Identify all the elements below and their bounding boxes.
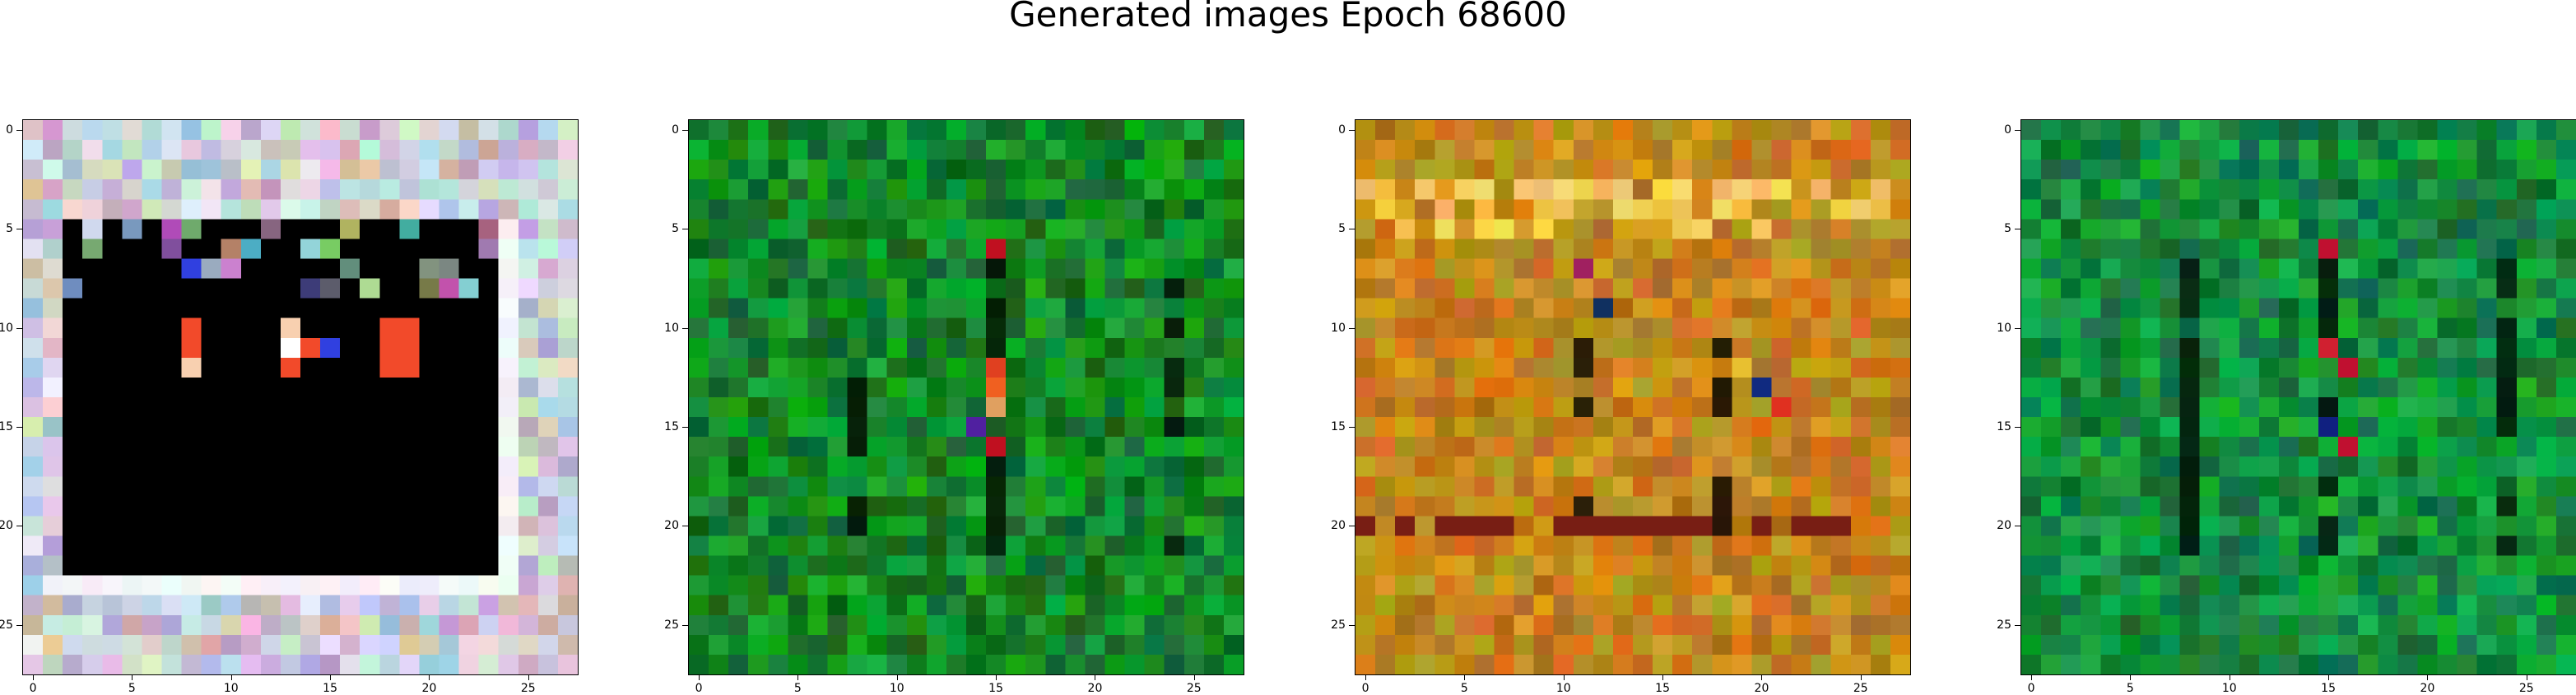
y-tick-mark <box>1349 624 1355 626</box>
y-tick-label: 10 <box>664 321 679 335</box>
x-tick-label: 10 <box>2221 682 2237 695</box>
x-tick-mark <box>528 674 529 680</box>
y-tick-mark <box>2015 427 2020 429</box>
x-tick-label: 25 <box>1853 682 1868 695</box>
x-tick-label: 15 <box>2321 682 2336 695</box>
y-tick-label: 25 <box>664 618 679 632</box>
generated-image-4 <box>2021 120 2576 674</box>
y-tick-label: 0 <box>1338 123 1346 137</box>
x-tick-label: 20 <box>1087 682 1103 695</box>
x-tick-mark <box>2031 674 2033 680</box>
x-tick-mark <box>1193 674 1195 680</box>
image-panel-2: 0 5 10 15 20 25 0 5 10 15 20 25 <box>664 119 1244 694</box>
x-tick-label: 10 <box>1555 682 1571 695</box>
y-tick-mark <box>16 427 22 429</box>
x-tick-mark <box>429 674 430 680</box>
x-tick-mark <box>1464 674 1466 680</box>
x-tick-mark <box>1662 674 1664 680</box>
x-tick-label: 5 <box>793 682 802 695</box>
y-tick-label: 5 <box>2004 222 2011 236</box>
y-tick-mark <box>1349 327 1355 329</box>
x-tick-label: 25 <box>520 682 536 695</box>
y-tick-mark <box>682 327 688 329</box>
x-tick-mark <box>996 674 997 680</box>
y-tick-label: 15 <box>1997 420 2011 434</box>
x-tick-mark <box>1860 674 1862 680</box>
x-tick-mark <box>699 674 700 680</box>
y-tick-label: 0 <box>2004 123 2011 137</box>
x-tick-mark <box>2328 674 2330 680</box>
x-tick-mark <box>132 674 133 680</box>
x-tick-mark <box>1563 674 1565 680</box>
x-tick-mark <box>896 674 898 680</box>
y-tick-label: 20 <box>664 519 679 533</box>
x-tick-mark <box>2130 674 2132 680</box>
image-panel-3: 0 5 10 15 20 25 0 5 10 15 20 25 <box>1331 119 1911 694</box>
y-tick-label: 20 <box>0 519 13 533</box>
y-tick-mark <box>2015 327 2020 329</box>
y-tick-label: 15 <box>664 420 679 434</box>
x-tick-label: 15 <box>1655 682 1670 695</box>
generated-image-3 <box>1355 120 1910 674</box>
y-tick-mark <box>16 130 22 132</box>
x-tick-label: 5 <box>128 682 136 695</box>
y-tick-label: 20 <box>1997 519 2011 533</box>
x-tick-label: 10 <box>889 682 904 695</box>
x-tick-mark <box>797 674 799 680</box>
y-tick-label: 5 <box>672 222 679 236</box>
generated-image-2 <box>689 120 1244 674</box>
y-tick-mark <box>2015 130 2020 132</box>
y-tick-mark <box>682 624 688 626</box>
image-panel-1: 0 5 10 15 20 25 0 5 10 15 20 25 <box>0 119 579 694</box>
y-tick-label: 25 <box>0 618 13 632</box>
x-tick-mark <box>33 674 35 680</box>
x-tick-label: 20 <box>421 682 437 695</box>
x-tick-mark <box>2427 674 2429 680</box>
x-tick-label: 0 <box>695 682 703 695</box>
y-tick-label: 15 <box>0 420 13 434</box>
figure-title: Generated images Epoch 68600 <box>1009 0 1567 35</box>
y-tick-label: 10 <box>0 321 13 335</box>
y-tick-mark <box>1349 130 1355 132</box>
x-tick-label: 25 <box>2518 682 2534 695</box>
x-tick-label: 20 <box>1754 682 1769 695</box>
x-tick-mark <box>1365 674 1367 680</box>
x-tick-label: 5 <box>2126 682 2134 695</box>
generated-image-1 <box>23 120 578 674</box>
x-tick-label: 25 <box>1186 682 1202 695</box>
x-tick-label: 15 <box>988 682 1003 695</box>
image-panel-4: 0 5 10 15 20 25 0 5 10 15 20 25 <box>1997 119 2576 694</box>
y-tick-label: 15 <box>1331 420 1346 434</box>
x-tick-label: 0 <box>29 682 37 695</box>
y-tick-label: 20 <box>1331 519 1346 533</box>
y-tick-label: 5 <box>6 222 13 236</box>
x-tick-label: 15 <box>323 682 337 695</box>
y-tick-label: 10 <box>1997 321 2011 335</box>
y-tick-mark <box>16 624 22 626</box>
x-tick-label: 20 <box>2420 682 2435 695</box>
y-tick-label: 5 <box>1338 222 1346 236</box>
x-tick-mark <box>330 674 332 680</box>
y-tick-label: 10 <box>1331 321 1346 335</box>
y-tick-label: 25 <box>1331 618 1346 632</box>
y-tick-label: 25 <box>1997 618 2011 632</box>
y-tick-mark <box>2015 624 2020 626</box>
x-tick-label: 0 <box>2027 682 2035 695</box>
y-tick-label: 0 <box>6 123 13 137</box>
y-tick-label: 0 <box>672 123 679 137</box>
y-tick-mark <box>16 327 22 329</box>
y-tick-mark <box>682 130 688 132</box>
x-tick-label: 0 <box>1361 682 1369 695</box>
x-tick-mark <box>230 674 232 680</box>
y-tick-mark <box>682 427 688 429</box>
x-tick-label: 5 <box>1460 682 1468 695</box>
y-tick-mark <box>1349 427 1355 429</box>
x-tick-mark <box>1761 674 1763 680</box>
x-tick-label: 10 <box>223 682 239 695</box>
